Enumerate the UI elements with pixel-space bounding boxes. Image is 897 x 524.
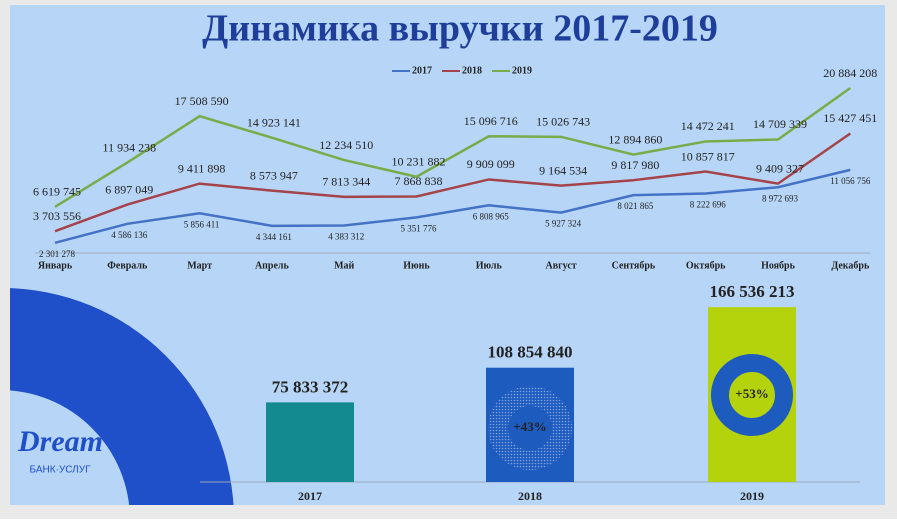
x-tick-label: Апрель [255,260,290,271]
data-label: 15 096 716 [464,114,518,128]
data-label: 8 573 947 [250,168,298,182]
data-label: 5 856 411 [184,219,220,229]
x-tick-label: Март [187,260,212,271]
ring [488,386,572,470]
data-label: 10 857 817 [681,149,735,163]
x-tick-label: Июль [476,260,503,271]
x-tick-label: Июнь [403,260,430,271]
data-label: 11 056 756 [830,176,871,186]
bar-label: 166 536 213 [710,282,795,301]
data-label: 5 927 324 [545,219,582,229]
x-tick-label: Февраль [107,260,148,271]
data-label: 6 897 049 [105,182,153,196]
data-label: 9 409 327 [756,161,804,175]
x-tick-label: 2018 [518,489,542,503]
x-tick-label: Декабрь [831,260,870,271]
x-tick-label: 2019 [740,489,764,503]
data-label: 14 709 339 [753,117,807,131]
line-series [54,87,852,208]
x-tick-label: Ноябрь [761,260,796,271]
x-tick-label: Август [545,260,576,271]
data-label: 8 021 865 [617,201,654,211]
line-series [54,168,851,245]
data-label: 4 586 136 [111,230,148,240]
data-label: 20 884 208 [823,66,877,80]
data-label: 12 234 510 [319,138,373,152]
bar [266,402,354,482]
data-label: 14 472 241 [681,119,735,133]
data-label: 2 301 278 [39,249,76,259]
x-tick-label: Сентябрь [612,260,656,271]
logo-name: Dream [17,425,103,458]
legend-label: 2019 [512,65,532,76]
bar-label: 108 854 840 [488,343,573,362]
bar-label: 75 833 372 [272,377,349,396]
data-label: 4 344 161 [256,232,292,242]
data-label: 6 619 745 [33,185,81,199]
data-label: 5 351 776 [401,223,438,233]
data-label: 9 411 898 [178,161,226,175]
decor-arc [10,288,234,505]
data-label: 7 868 838 [395,174,443,188]
x-tick-label: 2017 [298,489,322,503]
data-label: 4 383 312 [328,232,364,242]
x-tick-label: Октябрь [686,260,726,271]
annotation: +53% [735,386,768,401]
data-label: 7 813 344 [322,175,370,189]
logo-subtitle: БАНК·УСЛУГ [30,465,92,476]
data-label: 17 508 590 [175,94,229,108]
data-label: 8 222 696 [690,200,727,210]
x-tick-label: Май [334,260,354,271]
data-label: 3 703 556 [33,209,81,223]
data-label: 9 909 099 [467,157,515,171]
data-label: 14 923 141 [247,115,301,129]
x-tick-label: Январь [38,260,73,271]
data-label: 15 026 743 [536,115,590,129]
data-label: 9 817 980 [611,158,659,172]
data-label: 15 427 451 [823,111,877,125]
data-label: 6 808 965 [473,211,510,221]
legend-label: 2018 [462,65,482,76]
legend-label: 2017 [412,65,432,76]
data-label: 9 164 534 [539,163,587,177]
ring [711,354,793,436]
chart-title: Динамика выручки 2017-2019 [202,8,718,50]
data-label: 10 231 882 [392,155,446,169]
line-series [54,132,852,233]
data-label: 12 894 860 [608,132,662,146]
annotation: +43% [513,419,546,434]
data-label: 8 972 693 [762,193,799,203]
data-label: 11 934 238 [103,140,157,154]
